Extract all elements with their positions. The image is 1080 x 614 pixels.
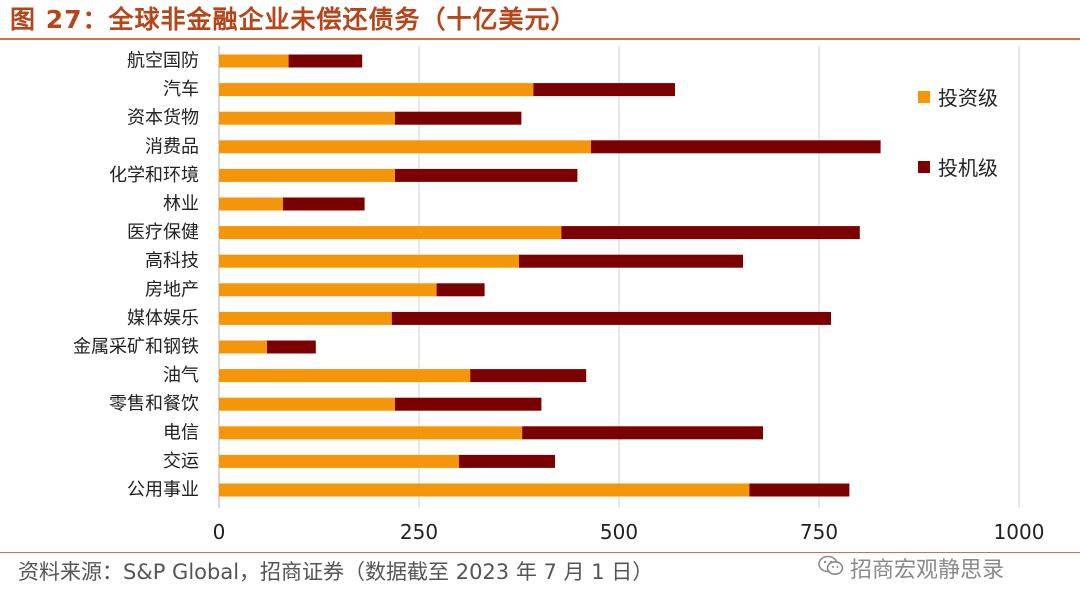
category-label-10: 金属采矿和钢铁: [73, 337, 199, 358]
bar-investment-grade-6: [219, 226, 562, 240]
bar-speculative-grade-3: [591, 140, 881, 154]
legend-swatch-investment-grade: [918, 90, 930, 103]
x-tick-label-4: 1000: [994, 520, 1045, 544]
bar-speculative-grade-12: [395, 397, 542, 411]
bar-speculative-grade-5: [283, 197, 365, 211]
bar-investment-grade-3: [219, 140, 591, 154]
bar-investment-grade-11: [219, 369, 471, 383]
bar-chart: 航空国防汽车资本货物消费品化学和环境林业医疗保健高科技房地产媒体娱乐金属采矿和钢…: [73, 46, 1045, 544]
category-label-5: 林业: [163, 194, 199, 215]
bar-investment-grade-12: [219, 397, 395, 411]
category-label-0: 航空国防: [127, 51, 199, 72]
watermark-text: 招商宏观静思录: [850, 558, 1005, 583]
bar-speculative-grade-11: [470, 369, 587, 383]
bar-investment-grade-14: [219, 454, 459, 468]
x-tick-label-3: 750: [800, 520, 838, 544]
category-label-4: 化学和环境: [109, 165, 199, 186]
wechat-icon: [818, 554, 844, 588]
category-label-6: 医疗保健: [127, 222, 199, 243]
legend-label-speculative-grade: 投机级: [938, 156, 998, 180]
x-tick-label-2: 500: [600, 520, 638, 544]
bar-investment-grade-4: [219, 168, 395, 182]
category-label-15: 公用事业: [127, 480, 199, 501]
category-label-13: 电信: [163, 422, 199, 443]
bar-investment-grade-10: [219, 340, 267, 354]
category-label-3: 消费品: [145, 136, 199, 157]
bar-speculative-grade-10: [267, 340, 316, 354]
bar-speculative-grade-15: [749, 483, 850, 497]
category-label-12: 零售和餐饮: [109, 394, 199, 415]
x-tick-label-1: 250: [400, 520, 438, 544]
footer-divider: [0, 552, 1080, 553]
bar-speculative-grade-4: [395, 168, 578, 182]
bar-speculative-grade-6: [561, 226, 860, 240]
category-label-1: 汽车: [163, 79, 199, 100]
bar-speculative-grade-9: [391, 311, 831, 325]
category-label-2: 资本货物: [127, 108, 199, 129]
x-tick-label-0: 0: [213, 520, 226, 544]
bar-speculative-grade-13: [522, 426, 763, 440]
bar-speculative-grade-2: [395, 111, 522, 125]
bar-investment-grade-2: [219, 111, 395, 125]
category-label-8: 房地产: [145, 279, 199, 300]
bar-speculative-grade-0: [288, 54, 363, 68]
bar-investment-grade-13: [219, 426, 523, 440]
watermark: 招商宏观静思录: [818, 554, 1004, 588]
bar-speculative-grade-1: [533, 83, 675, 97]
bar-investment-grade-7: [219, 254, 519, 268]
bar-speculative-grade-7: [519, 254, 743, 268]
category-label-14: 交运: [163, 451, 199, 472]
bar-speculative-grade-8: [436, 283, 485, 297]
category-label-7: 高科技: [145, 251, 199, 272]
legend-swatch-speculative-grade: [918, 160, 930, 173]
category-label-9: 媒体娱乐: [127, 308, 199, 329]
bar-investment-grade-8: [219, 283, 437, 297]
source-note: 资料来源：S&P Global，招商证券（数据截至 2023 年 7 月 1 日…: [18, 560, 654, 584]
legend-item-investment-grade: 投资级: [918, 82, 998, 111]
bar-investment-grade-0: [219, 54, 289, 68]
category-label-11: 油气: [163, 365, 199, 386]
chart-title: 图 27：全球非金融企业未偿还债务（十亿美元）: [10, 5, 577, 34]
bar-investment-grade-15: [219, 483, 750, 497]
bar-investment-grade-9: [219, 311, 392, 325]
legend-item-speculative-grade: 投机级: [918, 152, 998, 181]
legend-label-investment-grade: 投资级: [938, 86, 998, 110]
bar-investment-grade-1: [219, 83, 534, 97]
bar-speculative-grade-14: [459, 454, 555, 468]
title-divider: [0, 38, 1080, 40]
bar-investment-grade-5: [219, 197, 283, 211]
